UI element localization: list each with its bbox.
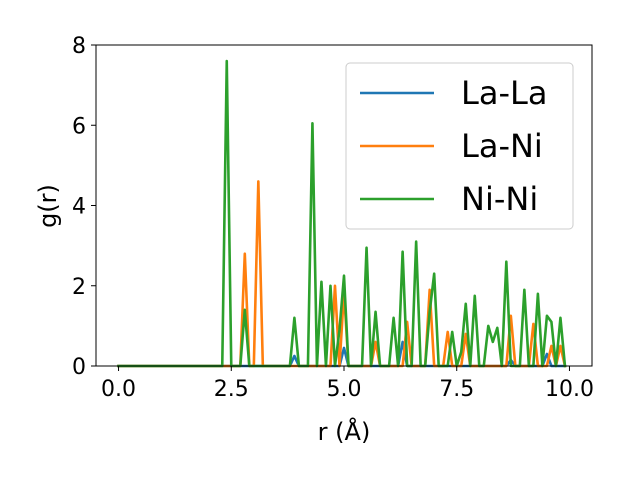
legend-label-la-la: La-La [461,74,547,112]
legend-box [345,62,574,230]
y-tick-label: 6 [72,114,86,139]
y-axis: 0 2 4 6 8 [72,34,96,380]
x-tick-label: 7.5 [439,377,474,402]
y-tick-label: 0 [72,355,86,380]
legend-label-ni-ni: Ni-Ni [461,180,538,218]
x-tick-label: 5.0 [327,377,362,402]
y-axis-label: g(r) [34,184,62,228]
x-axis-label: r (Å) [318,417,371,446]
legend-label-la-ni: La-Ni [461,127,543,165]
x-tick-label: 2.5 [214,377,249,402]
y-tick-label: 2 [72,275,86,300]
x-tick-label: 0.0 [101,377,136,402]
y-tick-label: 8 [72,34,86,59]
y-tick-label: 4 [72,195,86,220]
x-axis: 0.0 2.5 5.0 7.5 10.0 [101,366,594,402]
x-tick-label: 10.0 [545,377,594,402]
legend: La-La La-Ni Ni-Ni [345,62,574,230]
